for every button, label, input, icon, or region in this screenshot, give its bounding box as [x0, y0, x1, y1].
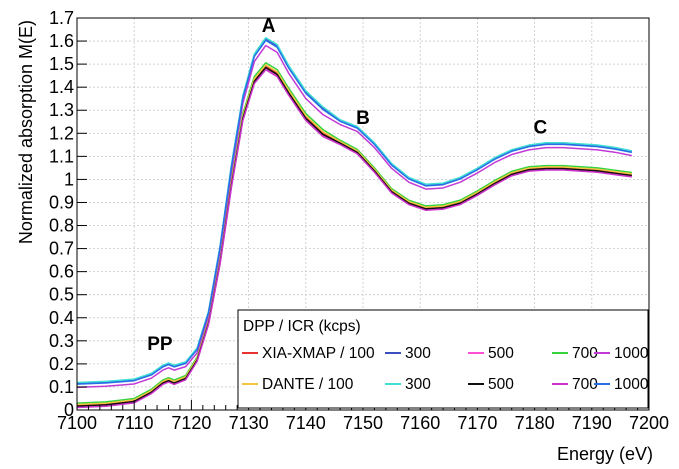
series-line-lower-3 — [76, 61, 632, 404]
series-line-lower-8 — [76, 68, 632, 409]
legend-entry-label: 500 — [488, 345, 514, 362]
legend-entry-label: 1000 — [614, 345, 649, 362]
y-tick-label: 0.5 — [49, 285, 74, 305]
y-tick-label: 0.7 — [49, 239, 74, 259]
y-tick-label: 0.6 — [49, 262, 74, 282]
annotation-label: PP — [147, 334, 173, 355]
y-tick-label: 1.4 — [49, 77, 74, 97]
y-tick-label: 1.1 — [49, 146, 74, 166]
series-line-upper-9 — [76, 39, 632, 385]
y-tick-label: 1.3 — [49, 100, 74, 120]
y-tick-label: 1.2 — [49, 123, 74, 143]
legend-entry-label: 300 — [405, 376, 431, 393]
annotation-label: A — [262, 16, 276, 37]
x-tick-label: 7100 — [57, 413, 97, 433]
legend-entry-label: XIA-XMAP / 100 — [262, 345, 375, 362]
y-tick-label: 0 — [64, 400, 74, 420]
y-tick-label: 0.2 — [49, 354, 74, 374]
x-tick-label: 7120 — [171, 413, 211, 433]
x-tick-label: 7140 — [286, 413, 326, 433]
legend-entry-label: 700 — [572, 345, 598, 362]
series-line-upper-6 — [76, 36, 632, 384]
annotations: A B C PP — [147, 16, 547, 355]
series-lines — [76, 36, 632, 409]
legend-entry-label: 700 — [572, 376, 598, 393]
y-tick-label: 1 — [64, 169, 74, 189]
tick-labels: 7100 7110 7120 7130 7140 7150 7160 7170 7180 7190… — [49, 8, 669, 433]
series-line-upper-4 — [76, 44, 632, 389]
legend-entry-label: 500 — [488, 376, 514, 393]
legend-title: DPP / ICR (kcps) — [243, 318, 361, 335]
x-tick-label: 7160 — [400, 413, 440, 433]
x-tick-label: 7180 — [515, 413, 555, 433]
legend: DPP / ICR (kcps) XIA-XMAP / 100 300 500 700… — [237, 309, 649, 409]
annotation-label: C — [533, 117, 547, 138]
y-tick-label: 0.9 — [49, 192, 74, 212]
x-tick-label: 7150 — [343, 413, 383, 433]
y-tick-label: 0.8 — [49, 216, 74, 236]
x-tick-label: 7200 — [629, 413, 669, 433]
y-tick-label: 0.1 — [49, 377, 74, 397]
y-axis-title: Normalized absorption M(E) — [16, 20, 36, 244]
y-tick-label: 1.5 — [49, 54, 74, 74]
legend-entry-label: DANTE / 100 — [262, 376, 354, 393]
y-tick-label: 0.4 — [49, 308, 74, 328]
x-tick-label: 7190 — [572, 413, 612, 433]
series-line-lower-5 — [76, 64, 632, 406]
y-tick-label: 1.7 — [49, 8, 74, 28]
legend-entry-label: 300 — [405, 345, 431, 362]
x-axis-title: Energy (eV) — [557, 444, 653, 464]
annotation-label: B — [356, 108, 370, 129]
series-line-lower-7 — [76, 66, 632, 407]
y-tick-label: 1.6 — [49, 31, 74, 51]
x-tick-label: 7130 — [229, 413, 269, 433]
x-tick-label: 7170 — [457, 413, 497, 433]
x-tick-label: 7110 — [115, 413, 154, 433]
legend-entry-label: 1000 — [614, 376, 649, 393]
y-tick-label: 0.3 — [49, 331, 74, 351]
legend-box — [237, 309, 649, 409]
